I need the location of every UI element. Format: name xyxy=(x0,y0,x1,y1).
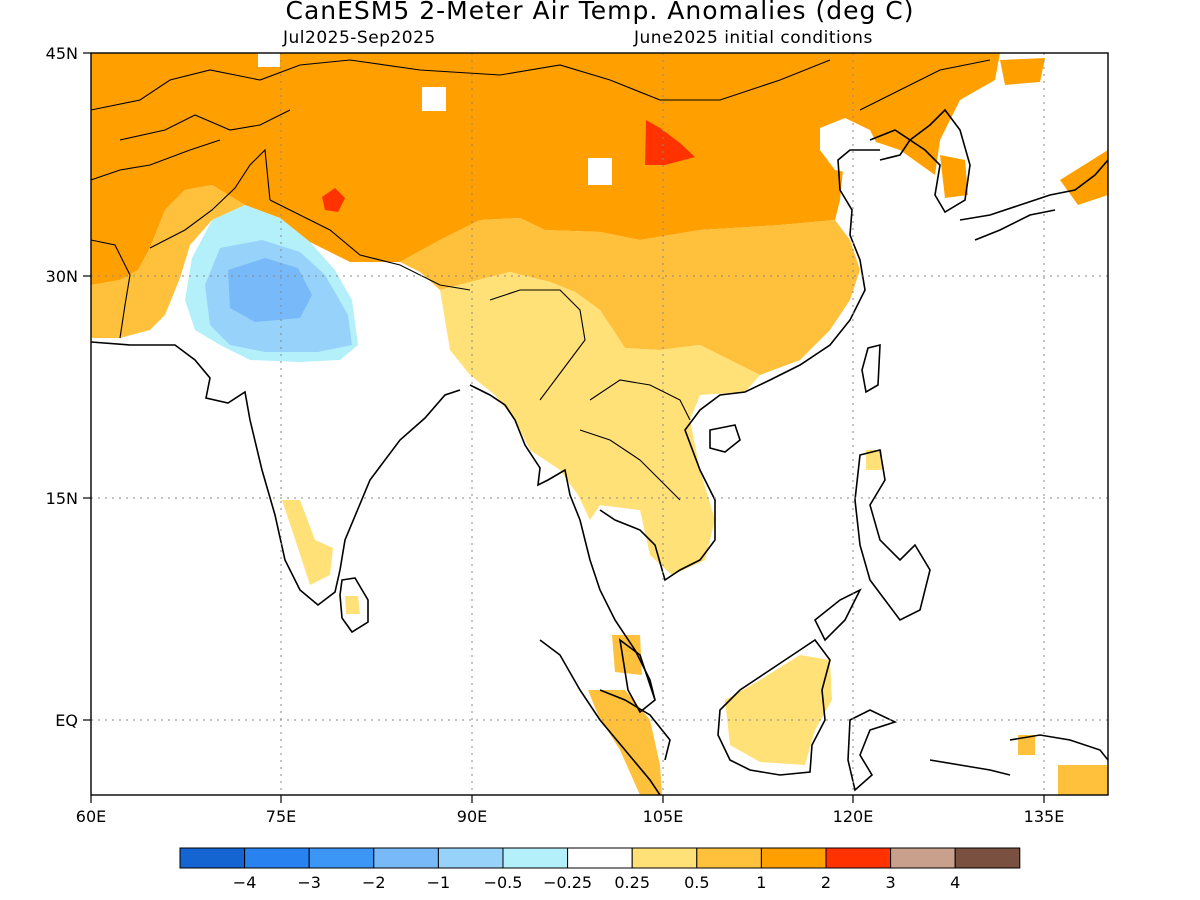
anomaly-region-borneo xyxy=(725,655,832,765)
lon-axis-labels: 60E 75E 90E 105E 120E 135E xyxy=(76,807,1065,826)
anomaly-region-southern-china xyxy=(400,218,860,375)
colorbar-swatch xyxy=(308,847,375,869)
anomaly-region-luzon xyxy=(866,450,882,470)
colorbar-swatch xyxy=(631,847,698,869)
anomaly-hotspot-gobi xyxy=(645,120,695,165)
lon-tick-label: 90E xyxy=(457,807,487,826)
anomaly-region-hokkaido xyxy=(1000,58,1045,85)
colorbar-label: −0.25 xyxy=(543,873,592,892)
anomaly-region-papua xyxy=(1058,765,1108,795)
colorbar-label: −0.5 xyxy=(484,873,523,892)
anomaly-region-sumatra xyxy=(588,690,662,795)
anomaly-patch-white xyxy=(820,118,880,175)
colorbar-label: 4 xyxy=(950,873,960,892)
map-frame xyxy=(90,52,1109,796)
colorbar-label: −3 xyxy=(297,873,321,892)
lat-axis-labels: 45N 30N 15N EQ xyxy=(46,44,78,730)
colorbar-labels: −4 −3 −2 −1 −0.5 −0.25 0.25 0.5 1 2 3 4 xyxy=(233,873,960,892)
anomaly-field xyxy=(91,53,1108,795)
anomaly-patch-white xyxy=(258,53,280,67)
colorbar-swatch xyxy=(696,847,762,869)
colorbar-swatch xyxy=(567,847,633,869)
political-borders xyxy=(91,59,991,501)
colorbar-label: 2 xyxy=(821,873,831,892)
anomaly-region-japan xyxy=(1060,150,1108,205)
colorbar-swatch xyxy=(179,847,246,869)
anomaly-region-korea xyxy=(940,155,968,198)
colorbar-swatch xyxy=(890,847,956,869)
lon-tick-label: 75E xyxy=(266,807,296,826)
colorbar-label: 3 xyxy=(886,873,896,892)
grid-lines xyxy=(91,53,1108,795)
colorbar xyxy=(179,847,1021,869)
lon-tick-label: 60E xyxy=(76,807,106,826)
colorbar-label: −2 xyxy=(362,873,386,892)
anomaly-region-north xyxy=(91,53,1000,285)
anomaly-patch-white xyxy=(422,87,446,111)
lat-tick-label: 30N xyxy=(46,267,78,286)
colorbar-label: 0.25 xyxy=(614,873,650,892)
colorbar-label: 0.5 xyxy=(684,873,709,892)
anomaly-region-new-guinea-west xyxy=(1018,735,1035,755)
anomaly-region-malaya xyxy=(612,635,642,675)
colorbar-label: −4 xyxy=(233,873,257,892)
lon-tick-label: 135E xyxy=(1024,807,1065,826)
map-title: CanESM5 2-Meter Air Temp. Anomalies (deg… xyxy=(285,0,915,25)
coastlines xyxy=(91,108,1108,795)
anomaly-region-sri-lanka xyxy=(345,596,360,614)
lat-tick-label: 15N xyxy=(46,489,78,508)
anomaly-patch-white xyxy=(588,158,612,185)
colorbar-swatch xyxy=(502,847,569,869)
lat-tick-label: EQ xyxy=(55,711,78,730)
forecast-period: Jul2025-Sep2025 xyxy=(283,28,436,48)
anomaly-hotspot-tibet xyxy=(322,188,345,212)
lon-tick-label: 120E xyxy=(833,807,874,826)
anomaly-region-western-margin xyxy=(91,185,245,338)
colorbar-label: −1 xyxy=(427,873,451,892)
axis-ticks xyxy=(83,52,1045,803)
colorbar-swatch xyxy=(825,847,892,869)
lat-tick-label: 45N xyxy=(46,44,78,63)
colorbar-swatch xyxy=(373,847,439,869)
initial-conditions: June2025 initial conditions xyxy=(634,28,873,48)
colorbar-label: 1 xyxy=(756,873,766,892)
anomaly-region-nw-india-1 xyxy=(228,258,312,322)
colorbar-swatch xyxy=(244,847,310,869)
anomaly-region-southern-india xyxy=(282,500,333,585)
colorbar-swatch xyxy=(437,847,504,869)
lon-tick-label: 105E xyxy=(643,807,684,826)
colorbar-swatch xyxy=(760,847,827,869)
colorbar-swatch xyxy=(954,847,1021,869)
